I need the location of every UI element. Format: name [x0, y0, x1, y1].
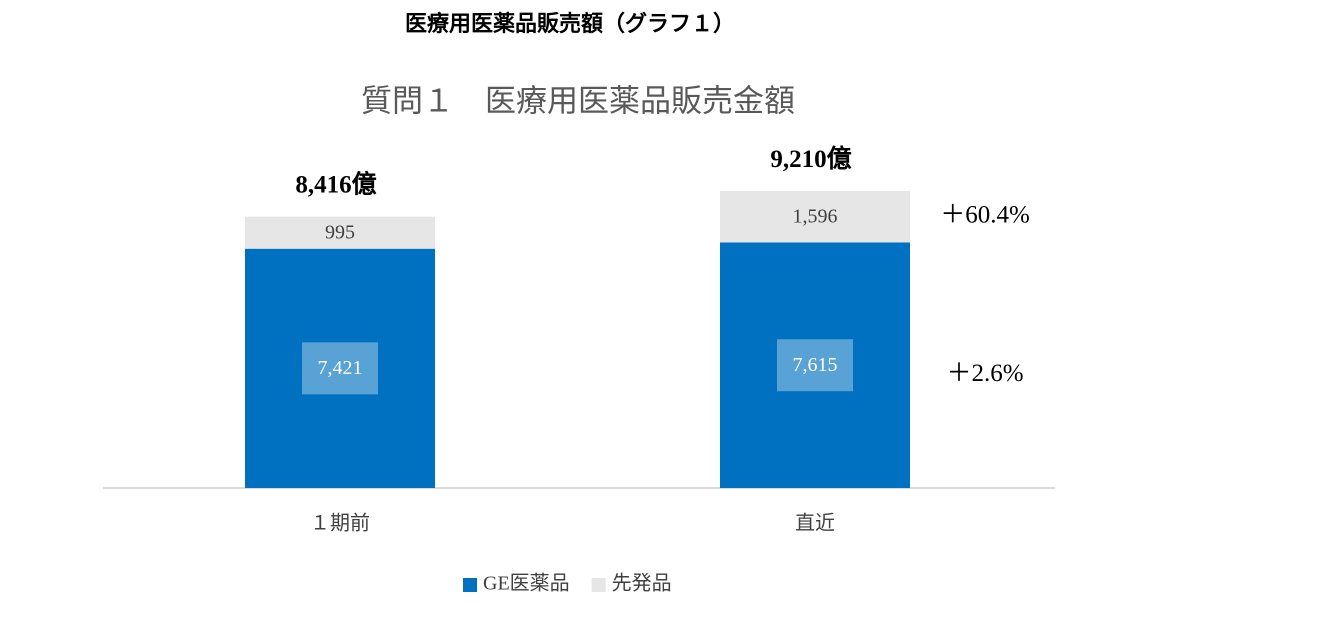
value-label: 7,615	[793, 354, 838, 376]
total-label: 9,210億	[770, 144, 851, 173]
change-label: ＋2.6%	[946, 360, 1023, 387]
chart-title: 質問１ 医療用医薬品販売金額	[361, 84, 795, 120]
label-box	[777, 339, 853, 392]
value-label: 1,596	[793, 205, 838, 227]
bar-segment	[245, 248, 435, 488]
legend-swatch	[591, 578, 606, 592]
value-label: 7,421	[318, 357, 363, 379]
bar-segment	[245, 216, 435, 249]
legend-label: 先発品	[612, 572, 672, 595]
header: 医療用医薬品販売額（グラフ１）	[405, 11, 735, 36]
legend-swatch	[463, 578, 477, 592]
change-label: ＋60.4%	[940, 201, 1030, 228]
bar-segment	[720, 191, 910, 243]
total-label: 8,416億	[295, 169, 376, 198]
x-tick-label: １期前	[310, 512, 370, 535]
value-label: 995	[325, 221, 355, 243]
label-box	[302, 342, 378, 395]
bar-segment	[720, 242, 910, 488]
legend-label: GE医薬品	[483, 572, 570, 595]
x-tick-label: 直近	[795, 512, 835, 535]
